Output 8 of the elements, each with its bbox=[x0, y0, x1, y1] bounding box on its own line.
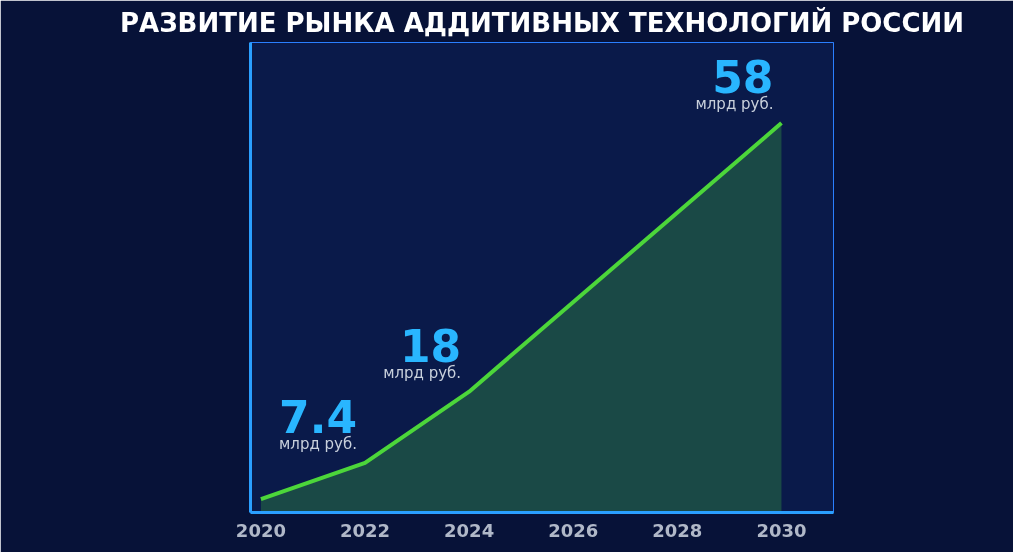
annotation: млрд руб. bbox=[695, 95, 774, 114]
x-tick-label: 2028 bbox=[652, 519, 703, 541]
chart-title: РАЗВИТИЕ РЫНКА АДДИТИВНЫХ ТЕХНОЛОГИЙ РОССИИ bbox=[119, 6, 965, 38]
x-tick-label: 2024 bbox=[444, 519, 495, 541]
x-tick-label: 2022 bbox=[339, 519, 391, 541]
x-tick-label: 2026 bbox=[548, 519, 599, 541]
x-tick-label: 2030 bbox=[756, 519, 807, 541]
x-tick-label: 2020 bbox=[235, 519, 286, 541]
